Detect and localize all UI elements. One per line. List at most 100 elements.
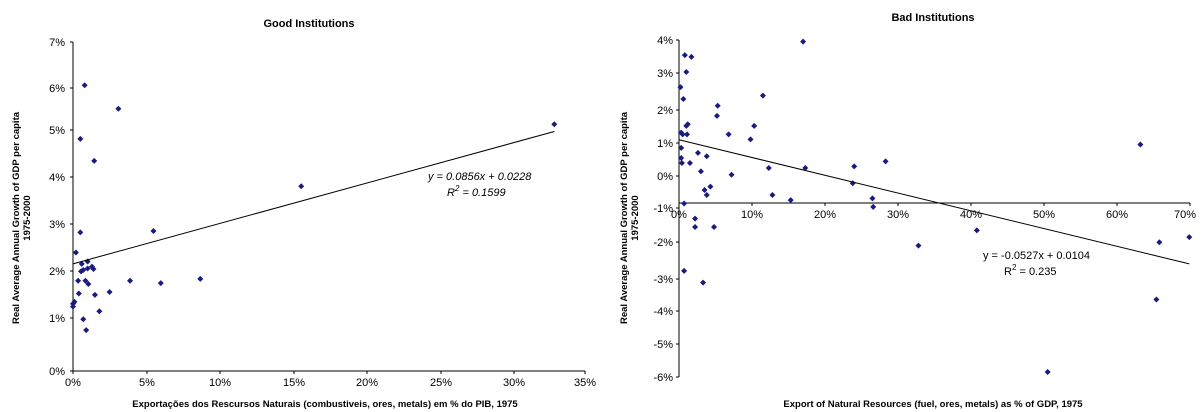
data-point — [765, 165, 772, 172]
data-point — [106, 289, 113, 296]
data-point — [77, 229, 84, 236]
data-point — [90, 266, 97, 273]
x-tick-label: 0% — [671, 209, 687, 221]
data-point — [684, 121, 691, 128]
y-tick-label: 2% — [49, 266, 65, 278]
data-points — [677, 38, 1193, 375]
x-tick-label: 20% — [814, 209, 836, 221]
data-point — [692, 224, 699, 231]
x-tick-label: 50% — [1033, 209, 1055, 221]
data-point — [80, 316, 87, 323]
r-squared-value: = 0.1599 — [459, 187, 505, 199]
data-point — [870, 203, 877, 210]
data-point — [711, 224, 718, 231]
data-point — [83, 327, 90, 334]
data-point — [728, 171, 735, 178]
trendline — [678, 139, 1190, 265]
data-point — [677, 84, 684, 91]
data-point — [678, 144, 685, 151]
x-tick-label: 70% — [1174, 209, 1196, 221]
y-tick-label: -3% — [653, 274, 673, 286]
r-squared-exponent: 2 — [454, 184, 460, 193]
y-tick-label: 4% — [657, 35, 673, 47]
r-squared-exponent: 2 — [1012, 263, 1017, 272]
data-point — [298, 183, 305, 190]
data-point — [681, 200, 688, 207]
x-tick-label: 25% — [430, 377, 452, 389]
y-tick-label: 1% — [657, 138, 673, 150]
y-tick-label: -5% — [653, 339, 673, 351]
y-tick-label: -2% — [653, 237, 673, 249]
data-point — [1156, 239, 1163, 246]
data-point — [1186, 234, 1193, 241]
data-point — [82, 277, 89, 284]
chart-title: Good Institutions — [263, 18, 354, 30]
data-point — [551, 121, 558, 128]
data-point — [747, 136, 754, 143]
data-point — [701, 186, 708, 193]
x-tick-label: 15% — [283, 377, 305, 389]
data-point — [91, 291, 98, 298]
y-tick-label: -1% — [653, 203, 673, 215]
data-point — [71, 298, 78, 305]
trendline-equation: y = 0.0856x + 0.0228 — [427, 171, 532, 183]
data-point — [751, 122, 758, 129]
data-point — [150, 227, 157, 234]
data-point — [694, 149, 701, 156]
data-point — [77, 135, 84, 142]
y-axis-title: Real Average Annual Growth of GDP per ca… — [11, 111, 33, 324]
data-point — [787, 197, 794, 204]
data-points — [70, 82, 558, 334]
data-point — [725, 131, 732, 138]
data-point — [800, 38, 807, 45]
x-axis-title: Export of Natural Resources (fuel, ores,… — [783, 399, 1083, 410]
data-point — [681, 267, 688, 274]
x-ticks: 0% 5% 10% 15% 20% 25% 30% 35% — [65, 371, 596, 389]
trendline-equation: y = -0.0527x + 0.0104 — [983, 250, 1090, 262]
r-squared-value: = 0.235 — [1016, 266, 1056, 278]
x-tick-label: 30% — [503, 377, 525, 389]
data-point — [96, 308, 103, 315]
y-tick-label: 3% — [657, 68, 673, 80]
data-point — [1153, 296, 1160, 303]
data-point — [769, 192, 776, 199]
data-point — [91, 157, 98, 164]
data-point — [707, 183, 714, 190]
data-point — [688, 53, 695, 60]
y-axis-title-line-1: Real Average Annual Growth of GDP per ca… — [619, 111, 630, 324]
data-point — [802, 165, 809, 172]
data-point — [678, 154, 685, 161]
data-point — [703, 153, 710, 160]
data-point — [683, 69, 690, 76]
y-ticks: 0% 1% 2% 3% 4% 5% 6% 7% — [49, 37, 73, 378]
data-point — [686, 160, 693, 167]
chart-good-institutions: Good Institutions Real Average Annual Gr… — [11, 18, 596, 410]
y-tick-label: 0% — [657, 171, 673, 183]
chart-title: Bad Institutions — [891, 12, 974, 24]
y-tick-label: 5% — [49, 125, 65, 137]
x-axis-title: Exportações dos Rescursos Naturais (comb… — [132, 399, 518, 410]
data-point — [869, 195, 876, 202]
y-tick-label: -6% — [653, 372, 673, 384]
trendline — [72, 130, 555, 265]
data-point — [157, 280, 164, 287]
y-axis-title-line-2: 1975-2000 — [630, 195, 641, 240]
data-point — [700, 279, 707, 286]
data-point — [714, 102, 721, 109]
y-tick-label: 7% — [49, 37, 65, 49]
y-tick-label: 4% — [49, 172, 65, 184]
data-point — [681, 52, 688, 59]
x-tick-label: 0% — [65, 377, 81, 389]
y-tick-label: 1% — [49, 313, 65, 325]
data-point — [692, 215, 699, 222]
data-point — [81, 82, 88, 89]
data-point — [678, 160, 685, 167]
x-tick-label: 10% — [209, 377, 231, 389]
data-point — [85, 281, 92, 288]
data-point — [75, 277, 82, 284]
x-tick-label: 30% — [887, 209, 909, 221]
data-point — [197, 275, 204, 282]
data-point — [684, 131, 691, 138]
data-point — [72, 249, 79, 256]
data-point — [115, 105, 122, 112]
